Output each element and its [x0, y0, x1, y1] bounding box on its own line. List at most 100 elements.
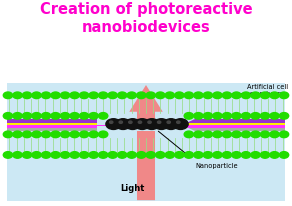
Circle shape [125, 119, 140, 130]
Polygon shape [97, 126, 108, 131]
Polygon shape [184, 126, 195, 131]
Circle shape [184, 152, 194, 158]
Circle shape [3, 131, 13, 138]
Circle shape [22, 113, 32, 119]
Circle shape [127, 152, 136, 158]
Circle shape [98, 113, 108, 119]
Circle shape [173, 119, 188, 130]
Bar [6, 119, 108, 123]
Circle shape [175, 152, 184, 158]
Circle shape [13, 92, 22, 99]
Circle shape [213, 152, 222, 158]
Circle shape [41, 92, 51, 99]
Circle shape [213, 131, 222, 138]
Circle shape [279, 92, 289, 99]
Circle shape [146, 92, 155, 99]
Circle shape [165, 152, 174, 158]
Circle shape [89, 152, 98, 158]
Circle shape [137, 152, 146, 158]
Circle shape [164, 119, 178, 130]
Circle shape [184, 113, 194, 119]
Circle shape [118, 152, 127, 158]
Circle shape [22, 92, 32, 99]
Bar [6, 125, 108, 128]
Text: Nanoparticle: Nanoparticle [195, 162, 238, 168]
Polygon shape [129, 86, 163, 200]
Circle shape [79, 113, 89, 119]
Circle shape [32, 92, 41, 99]
Text: Creation of photoreactive
nanobiodevices: Creation of photoreactive nanobiodevices [40, 2, 252, 35]
Circle shape [129, 122, 132, 124]
Circle shape [270, 152, 279, 158]
Bar [184, 128, 286, 131]
Circle shape [279, 152, 289, 158]
Circle shape [222, 113, 232, 119]
Circle shape [241, 92, 251, 99]
Circle shape [60, 113, 70, 119]
Circle shape [106, 119, 121, 130]
Circle shape [127, 92, 136, 99]
Circle shape [156, 152, 165, 158]
Circle shape [79, 131, 89, 138]
Circle shape [232, 113, 241, 119]
Circle shape [22, 152, 32, 158]
Circle shape [89, 113, 98, 119]
Circle shape [184, 131, 194, 138]
Circle shape [260, 113, 270, 119]
Circle shape [13, 113, 22, 119]
Circle shape [241, 152, 251, 158]
Circle shape [251, 113, 260, 119]
Circle shape [3, 113, 13, 119]
Circle shape [98, 92, 108, 99]
Circle shape [156, 92, 165, 99]
Circle shape [270, 131, 279, 138]
Circle shape [115, 119, 131, 130]
Circle shape [60, 92, 70, 99]
Circle shape [32, 131, 41, 138]
Circle shape [144, 119, 159, 130]
Circle shape [98, 131, 108, 138]
Circle shape [194, 113, 203, 119]
Circle shape [119, 122, 122, 124]
Circle shape [213, 113, 222, 119]
Circle shape [251, 131, 260, 138]
Polygon shape [97, 119, 108, 125]
Circle shape [260, 152, 270, 158]
Circle shape [222, 131, 232, 138]
Circle shape [203, 113, 213, 119]
Polygon shape [97, 126, 108, 131]
Bar [6, 128, 108, 131]
Circle shape [148, 122, 151, 124]
Circle shape [32, 152, 41, 158]
Bar [184, 125, 286, 128]
Circle shape [89, 131, 98, 138]
Text: Artificial cell
membrane: Artificial cell membrane [247, 84, 288, 96]
Circle shape [279, 131, 289, 138]
Circle shape [203, 92, 213, 99]
Circle shape [184, 92, 194, 99]
Circle shape [13, 131, 22, 138]
Bar [6, 123, 108, 125]
Circle shape [154, 119, 169, 130]
Circle shape [89, 92, 98, 99]
Circle shape [51, 152, 60, 158]
Circle shape [232, 92, 241, 99]
Bar [184, 123, 286, 125]
Circle shape [70, 92, 79, 99]
Circle shape [51, 131, 60, 138]
Circle shape [194, 152, 203, 158]
Circle shape [108, 92, 117, 99]
Circle shape [213, 92, 222, 99]
Circle shape [260, 92, 270, 99]
Circle shape [70, 152, 79, 158]
Circle shape [279, 113, 289, 119]
Circle shape [203, 152, 213, 158]
Circle shape [60, 131, 70, 138]
Circle shape [270, 92, 279, 99]
Circle shape [70, 113, 79, 119]
Circle shape [3, 92, 13, 99]
Circle shape [232, 131, 241, 138]
Circle shape [79, 92, 89, 99]
Circle shape [22, 131, 32, 138]
Circle shape [222, 92, 232, 99]
